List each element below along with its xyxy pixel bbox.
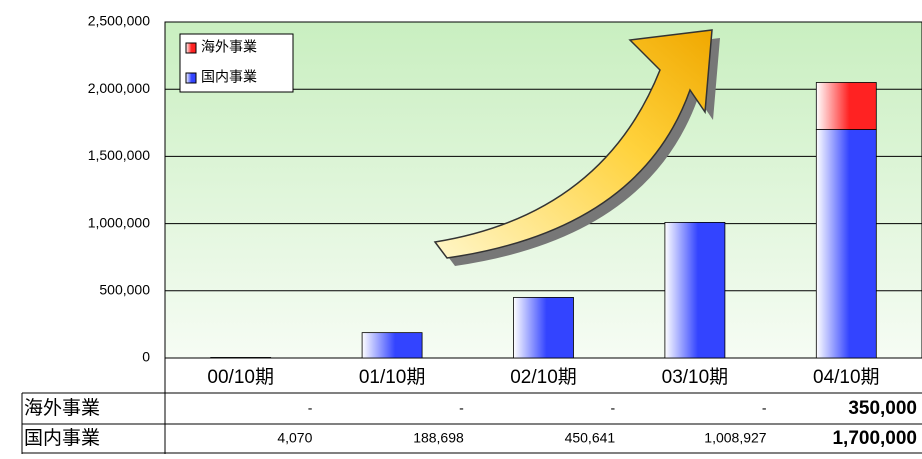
x-tick-label: 00/10期 [207,366,274,388]
x-tick-label: 01/10期 [359,366,426,388]
table-value: - [308,400,313,416]
bar [513,297,574,359]
bar [815,129,877,359]
legend-label: 海外事業 [201,39,257,55]
y-tick-label: 1,000,000 [88,214,150,230]
legend-swatch [185,42,197,54]
x-tick-label: 04/10期 [813,366,880,388]
table-value: - [459,400,464,416]
bar [361,332,423,359]
growth-arrow [433,29,713,259]
y-tick-label: 0 [142,349,150,365]
table-value: - [611,400,616,416]
table-value: 1,008,927 [704,430,766,446]
row-header: 海外事業 [24,397,100,419]
y-tick-label: 500,000 [99,282,150,298]
table-value: 188,698 [413,430,464,446]
table-value: - [762,400,767,416]
bar [815,82,877,130]
legend-label: 国内事業 [201,69,257,85]
y-tick-label: 2,500,000 [88,13,150,29]
table-value: 450,641 [565,430,616,446]
legend-box [179,33,294,93]
bar [664,222,726,359]
legend-swatch [185,72,197,84]
y-tick-label: 1,500,000 [88,147,150,163]
bar [210,357,272,359]
table-value: 1,700,000 [832,428,917,449]
table-value: 350,000 [848,398,917,419]
y-tick-label: 2,000,000 [88,80,150,96]
x-tick-label: 03/10期 [662,366,729,388]
x-tick-label: 02/10期 [510,366,577,388]
row-header: 国内事業 [24,427,100,449]
table-value: 4,070 [277,430,312,446]
